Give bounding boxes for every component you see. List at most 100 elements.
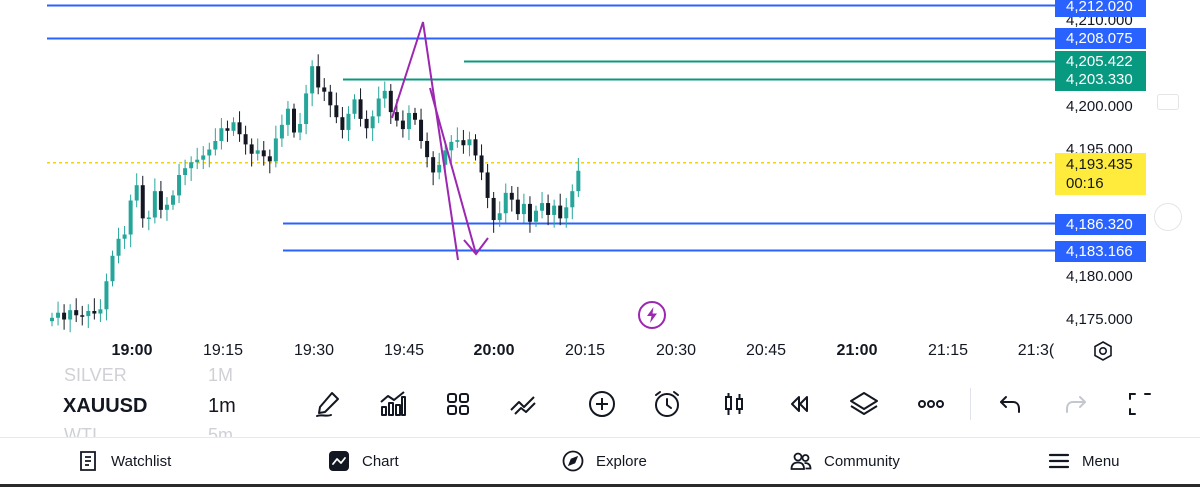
add-icon[interactable] (586, 388, 618, 420)
candle-body (340, 117, 345, 130)
nav-community[interactable]: Community (790, 446, 900, 476)
level-tag[interactable]: 4,183.166 (1055, 241, 1146, 262)
candle-body (56, 312, 61, 318)
price-axis-label: 4,200.000 (1066, 98, 1133, 115)
candle-body (388, 90, 393, 113)
candle-body (267, 156, 272, 162)
time-axis-label: 19:00 (111, 342, 153, 359)
pencil-icon[interactable] (312, 388, 344, 420)
symbol-prev[interactable]: SILVER (64, 365, 127, 385)
candle-body (570, 191, 575, 208)
symbol-selector[interactable]: XAUUSD (63, 395, 148, 417)
candle-body (515, 199, 520, 215)
candle-body (116, 238, 121, 256)
symbol-next[interactable]: WTI (64, 425, 97, 437)
candle-body (552, 205, 557, 215)
candle-body (225, 128, 230, 131)
candle-body (68, 310, 73, 320)
level-tag[interactable]: 4,205.422 (1055, 51, 1146, 72)
level-tag[interactable]: 4,186.320 (1055, 214, 1146, 235)
candle-body (304, 93, 309, 124)
candle-body (431, 157, 436, 173)
candle-body (189, 162, 194, 169)
candle-body (98, 309, 103, 314)
nav-label: Menu (1082, 452, 1120, 470)
fullscreen-icon[interactable] (1124, 388, 1156, 420)
time-axis-label: 19:30 (293, 342, 335, 359)
menu-icon (1048, 453, 1070, 469)
nav-label: Watchlist (111, 452, 172, 470)
candle-body (231, 122, 236, 131)
candle-body (425, 141, 430, 158)
candle-body (183, 168, 188, 175)
candle-body (328, 91, 333, 106)
candle-body (370, 116, 375, 129)
more-icon[interactable] (915, 388, 947, 420)
nav-chart[interactable]: Chart (328, 446, 399, 476)
time-axis-label: 20:30 (655, 342, 697, 359)
candle-body (74, 310, 79, 316)
candle-body (279, 124, 284, 139)
candle-body (558, 205, 563, 219)
candle-body (419, 119, 424, 141)
candle-body (171, 195, 175, 205)
candle-body (134, 185, 139, 201)
current-price-tag: 4,193.435 00:16 (1055, 153, 1146, 195)
nav-watchlist[interactable]: Watchlist (77, 446, 171, 476)
time-axis-label: 20:45 (745, 342, 787, 359)
edge-handle[interactable] (1157, 94, 1179, 110)
price-chart[interactable] (0, 0, 1200, 370)
chart-settings-icon[interactable] (1092, 340, 1114, 362)
nav-menu[interactable]: Menu (1048, 446, 1120, 476)
candle-body (158, 191, 163, 210)
candle-body (461, 140, 466, 146)
current-price: 4,193.435 (1066, 156, 1133, 173)
candle-body (50, 317, 54, 322)
interval-selector[interactable]: 1m (208, 395, 236, 417)
candle-body (473, 139, 478, 156)
templates-icon[interactable] (442, 388, 474, 420)
interval-next[interactable]: 5m (208, 425, 234, 437)
compass-icon (562, 450, 584, 472)
level-tag[interactable]: 4,208.075 (1055, 28, 1146, 49)
redo-icon[interactable] (1060, 388, 1092, 420)
candle-body (104, 281, 109, 310)
candle-body (219, 128, 224, 141)
alert-icon[interactable] (651, 388, 683, 420)
undo-icon[interactable] (994, 388, 1026, 420)
layers-icon[interactable] (848, 388, 880, 420)
candle-body (346, 113, 351, 130)
candle-body (195, 159, 200, 163)
candle-body (237, 122, 242, 135)
candle-body (255, 150, 260, 154)
indicators-icon[interactable] (376, 388, 408, 420)
candle-body (364, 118, 369, 129)
candle-body (497, 213, 502, 221)
lightning-icon[interactable] (637, 300, 667, 330)
candle-type-icon[interactable] (718, 388, 750, 420)
nav-explore[interactable]: Explore (562, 446, 647, 476)
level-tag[interactable]: 4,212.020 (1055, 0, 1146, 17)
replay-icon[interactable] (783, 388, 815, 420)
candle-body (261, 150, 266, 157)
edge-handle[interactable] (1154, 203, 1182, 231)
level-tag[interactable]: 4,203.330 (1055, 69, 1146, 91)
chart-area[interactable]: 4,210.000 4,200.000 4,195.000 4,180.000 … (0, 0, 1200, 370)
candle-body (243, 134, 248, 145)
strategy-icon[interactable] (507, 388, 539, 420)
candle-body (207, 149, 212, 156)
bar-countdown: 00:16 (1066, 175, 1104, 192)
candle-body (527, 203, 532, 222)
candle-body (400, 120, 405, 130)
nav-label: Community (824, 452, 900, 470)
candle-body (334, 105, 339, 118)
candle-body (316, 66, 321, 88)
candle-body (491, 197, 496, 221)
candle-body (213, 141, 218, 150)
candle-body (128, 200, 133, 235)
nav-label: Chart (362, 452, 399, 470)
price-axis-label: 4,175.000 (1066, 311, 1133, 328)
candle-body (201, 155, 206, 160)
candle-body (503, 192, 508, 214)
interval-prev[interactable]: 1M (208, 365, 234, 385)
